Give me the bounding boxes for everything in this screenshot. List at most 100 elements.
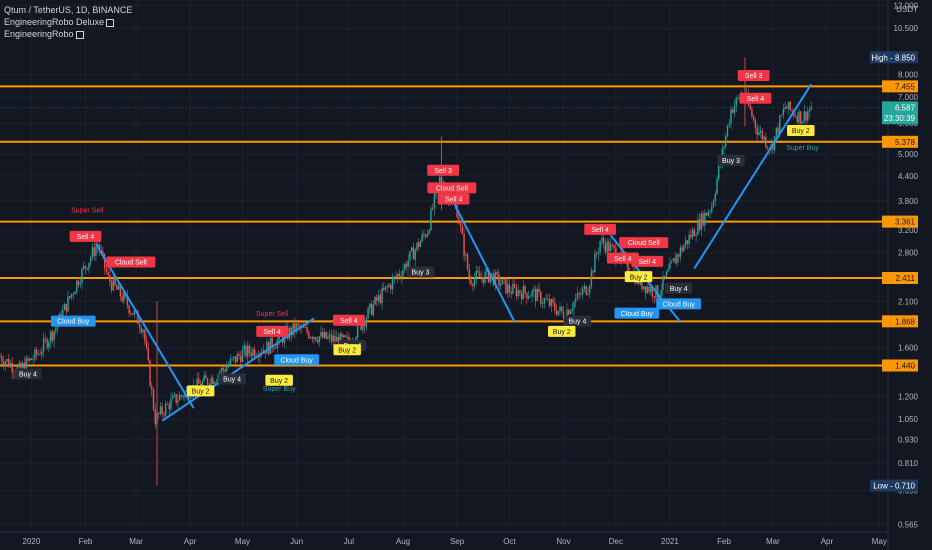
candle-body [801, 121, 804, 124]
symbol-title[interactable]: Qtum / TetherUS, 1D, BINANCE [4, 5, 132, 15]
candle-body [114, 278, 116, 286]
trend-line [161, 317, 315, 422]
candle-body [332, 335, 334, 342]
signal-box [218, 373, 246, 385]
candle-body [780, 115, 783, 116]
indicator-row-1[interactable]: EngineeringRobo Deluxe [4, 17, 115, 27]
candle-body [142, 330, 144, 333]
candle-body [643, 286, 645, 289]
x-tick-label: Jul [344, 537, 354, 546]
price-axis-label: 1.868 [895, 317, 916, 326]
candle-body [180, 394, 183, 396]
candle-body [491, 273, 493, 276]
signal-box [631, 255, 664, 267]
candle-body [531, 290, 533, 297]
candle-body [292, 323, 294, 336]
candle-body [575, 298, 577, 302]
candle-body [4, 361, 6, 366]
candle-body [42, 338, 45, 352]
price-axis-label: 1.440 [895, 361, 916, 370]
signal-box [739, 92, 772, 104]
candle-body [325, 331, 327, 339]
candle-body [72, 293, 74, 295]
candle-body [297, 323, 300, 326]
candle-body [233, 356, 235, 359]
candle-body [397, 274, 399, 278]
candle-body [65, 303, 67, 312]
support-resistance-levels [0, 85, 888, 367]
candle-body [236, 353, 238, 363]
candle-body [700, 213, 703, 231]
candle-body [482, 277, 484, 284]
candle-body [74, 291, 76, 295]
indicator-2-settings-icon[interactable] [75, 30, 84, 39]
y-tick-label: 1.600 [898, 344, 919, 353]
y-tick-label: 2.800 [898, 249, 919, 258]
candle-body [752, 116, 755, 120]
candle-body [705, 212, 708, 216]
candle-body [566, 309, 568, 320]
candle-body [611, 244, 614, 246]
candle-body [782, 109, 785, 116]
candle-body [110, 281, 113, 291]
candle-body [306, 326, 308, 333]
candle-body [510, 292, 512, 294]
candle-body [766, 146, 769, 149]
candle-body [714, 193, 716, 201]
candle-body [580, 293, 582, 295]
candle-body [707, 212, 710, 216]
candle-body [688, 234, 690, 244]
signal-label: Buy 2 [338, 347, 356, 354]
candle-body [737, 97, 739, 99]
candle-body [243, 345, 245, 350]
candle-body [30, 358, 33, 361]
candle-body [807, 111, 809, 121]
candle-body [735, 97, 737, 106]
candle-body [240, 355, 242, 363]
candle-body [503, 279, 505, 281]
candle-body [657, 285, 659, 299]
candle-body [337, 337, 340, 347]
candle-body [592, 270, 594, 273]
candle-body [290, 327, 293, 336]
candle-body [356, 323, 359, 338]
candle-body [391, 278, 394, 290]
candle-body [683, 245, 685, 251]
candle-body [238, 353, 240, 356]
candle-body [137, 311, 139, 325]
price-axis-label-box [882, 101, 918, 114]
candle-body [716, 179, 718, 194]
candle-body [342, 335, 345, 337]
candle-body [304, 326, 307, 328]
signal-label: Buy 2 [630, 274, 648, 281]
candle-body [409, 251, 411, 261]
candle-body [587, 292, 589, 295]
candle-body [274, 348, 277, 349]
candle-body [95, 246, 97, 257]
candle-body [522, 285, 525, 300]
candle-body [252, 349, 254, 357]
indicator-1-settings-icon[interactable] [106, 18, 115, 27]
candle-body [273, 348, 275, 350]
signal-label: Buy 4 [223, 377, 241, 384]
candle-body [77, 280, 80, 285]
trend-line [693, 83, 813, 270]
candle-body [541, 303, 544, 305]
candle-body [131, 313, 134, 315]
candle-body [166, 403, 169, 405]
candle-body [168, 403, 170, 410]
candle-body [154, 409, 156, 425]
candle-body [588, 285, 591, 293]
candle-body [733, 105, 736, 113]
candle-body [428, 230, 430, 234]
indicator-row-2[interactable]: EngineeringRobo [4, 29, 84, 39]
candle-body [786, 107, 788, 109]
candle-body [247, 345, 249, 357]
candle-body [383, 288, 385, 290]
candle-body [379, 295, 382, 304]
candle-body [702, 213, 704, 226]
candle-body [138, 324, 141, 329]
candle-body [55, 328, 57, 332]
